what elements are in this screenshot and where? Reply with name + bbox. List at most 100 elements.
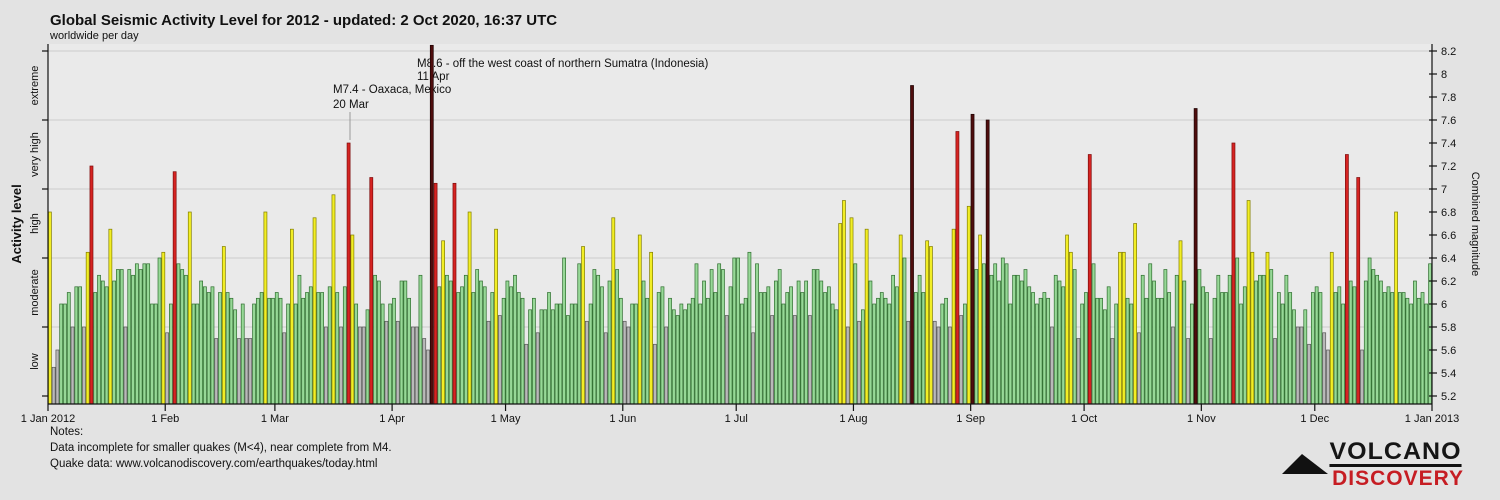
bar <box>550 309 555 405</box>
bar <box>392 297 396 405</box>
logo-word-discovery: DISCOVERY <box>1332 467 1464 490</box>
bar <box>1050 326 1054 405</box>
bar <box>82 326 86 405</box>
bar <box>150 303 154 405</box>
bar <box>1201 286 1206 405</box>
bar <box>1224 292 1228 405</box>
bar <box>1401 292 1406 405</box>
bar <box>161 251 166 405</box>
bar <box>1072 269 1077 405</box>
bar <box>452 182 457 405</box>
notes-label: Notes: <box>50 426 84 438</box>
bar <box>59 303 64 405</box>
bar <box>1095 297 1100 405</box>
bar <box>985 119 990 405</box>
bar <box>1103 309 1107 405</box>
bar <box>195 303 200 405</box>
bar <box>422 338 427 405</box>
bar <box>1212 297 1217 405</box>
bar <box>426 349 430 405</box>
bar <box>637 234 642 405</box>
bar <box>951 228 956 405</box>
bar <box>781 303 786 405</box>
bar <box>1163 269 1168 405</box>
bar <box>1038 297 1043 405</box>
bar <box>694 263 699 405</box>
y-right-tick-label: 7.4 <box>1441 138 1456 150</box>
chart-title: Global Seismic Activity Level for 2012 -… <box>50 12 558 29</box>
bar <box>906 320 911 405</box>
bar <box>327 286 332 405</box>
bar <box>1174 274 1179 405</box>
bar <box>1012 274 1016 405</box>
x-tick-label: 1 Sep <box>956 413 985 425</box>
bar <box>1367 257 1372 405</box>
bar <box>524 343 529 405</box>
bar <box>910 85 914 405</box>
y-left-category-label: very high <box>29 132 41 177</box>
bar <box>622 320 627 405</box>
bar <box>936 326 941 405</box>
y-left-category-label: high <box>29 213 41 234</box>
bar <box>1076 338 1081 405</box>
bar <box>229 297 234 405</box>
bar <box>267 297 272 405</box>
bar <box>237 338 241 405</box>
bar <box>1008 303 1013 405</box>
bar <box>1428 263 1432 405</box>
y-right-tick-label: 7.8 <box>1441 92 1456 104</box>
bar <box>324 326 328 405</box>
bar <box>826 286 831 405</box>
bar <box>1314 286 1319 405</box>
bar <box>1084 292 1088 405</box>
bar <box>1159 297 1164 405</box>
y-right-tick-label: 5.8 <box>1441 322 1456 334</box>
bar <box>418 274 423 405</box>
bar <box>1140 274 1145 405</box>
bar <box>471 292 476 405</box>
bar <box>1235 257 1240 405</box>
bar <box>785 292 790 405</box>
bar <box>516 292 521 405</box>
bar <box>944 297 948 405</box>
y-left-category-label: low <box>29 353 41 370</box>
bar <box>796 280 801 405</box>
bar <box>845 326 850 405</box>
bar <box>354 303 359 405</box>
bar <box>649 251 653 405</box>
bar <box>1390 292 1395 405</box>
bar <box>1031 292 1035 405</box>
x-tick-label: 1 Feb <box>151 413 179 425</box>
bar <box>293 303 298 405</box>
bar <box>921 292 926 405</box>
bar <box>1023 269 1028 405</box>
chart-subtitle: worldwide per day <box>50 30 139 42</box>
bar <box>713 292 718 405</box>
y-right-tick-label: 5.6 <box>1441 345 1456 357</box>
y-right-tick-label: 7.2 <box>1441 161 1456 173</box>
y-left-category-label: extreme <box>29 66 41 106</box>
bar <box>603 332 608 405</box>
bar <box>1386 286 1391 405</box>
bar <box>146 263 151 405</box>
bar <box>1171 326 1175 405</box>
bar <box>588 303 593 405</box>
bar <box>963 303 967 405</box>
bar <box>70 326 75 405</box>
bar <box>331 194 336 405</box>
bar <box>611 217 616 405</box>
bar <box>263 211 268 405</box>
bar <box>134 263 139 405</box>
bar <box>47 211 52 405</box>
bar <box>1352 286 1357 405</box>
bar <box>316 292 321 405</box>
annotation-text: M7.4 - Oaxaca, Mexico <box>333 84 451 96</box>
bar <box>1341 303 1345 405</box>
axes: low moderate high very high extreme Activity … <box>9 44 1481 425</box>
bar <box>1099 297 1103 405</box>
bar <box>456 292 461 405</box>
bar <box>505 280 510 405</box>
y-right-tick-label: 7 <box>1441 184 1447 196</box>
bar <box>997 280 1001 405</box>
